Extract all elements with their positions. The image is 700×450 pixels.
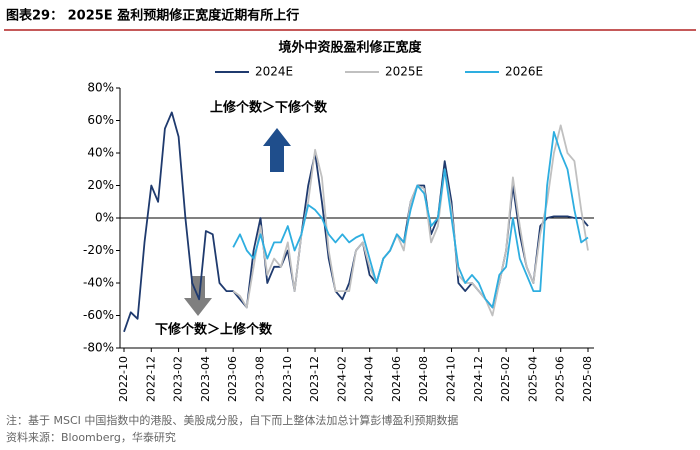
annotation: 上修个数＞下修个数 <box>210 100 328 116</box>
x-tick-label: 2025-04 <box>526 356 539 402</box>
up-arrow <box>263 128 291 172</box>
y-tick-label: 20% <box>87 178 114 192</box>
header-title: 图表29： 2025E 盈利预期修正宽度近期有所上行 <box>6 8 299 24</box>
legend-label: 2024E <box>255 65 293 79</box>
annotation: 下修个数＞上修个数 <box>155 322 273 338</box>
series-line <box>232 131 589 309</box>
x-tick-label: 2022-12 <box>144 356 157 402</box>
y-tick-label: 0% <box>95 211 114 225</box>
chart-title: 境外中资股盈利修正宽度 <box>278 40 422 56</box>
x-tick-label: 2023-08 <box>253 356 266 402</box>
x-tick-label: 2024-10 <box>445 356 458 402</box>
x-tick-label: 2023-12 <box>308 356 321 402</box>
y-tick-label: -60% <box>83 308 114 322</box>
legend-label: 2026E <box>505 65 543 79</box>
x-tick-label: 2022-10 <box>117 356 130 402</box>
x-tick-label: 2025-08 <box>581 356 594 402</box>
series-line <box>232 124 589 317</box>
x-tick-label: 2024-06 <box>390 356 403 402</box>
x-tick-label: 2024-02 <box>335 356 348 402</box>
x-tick-label: 2025-06 <box>554 356 567 402</box>
y-tick-label: 40% <box>87 146 114 160</box>
x-tick-label: 2024-08 <box>417 356 430 402</box>
y-tick-label: 60% <box>87 113 114 127</box>
y-tick-label: 80% <box>87 81 114 95</box>
x-tick-label: 2023-10 <box>281 356 294 402</box>
y-tick-label: -40% <box>83 276 114 290</box>
x-tick-label: 2023-04 <box>199 356 212 402</box>
y-tick-label: -80% <box>83 341 114 355</box>
footnote: 注：基于 MSCI 中国指数中的港股、美股成分股，自下而上整体法加总计算彭博盈利… <box>6 413 458 427</box>
x-tick-label: 2023-06 <box>226 356 239 402</box>
x-tick-label: 2025-02 <box>499 356 512 402</box>
y-tick-label: -20% <box>83 243 114 257</box>
x-tick-label: 2023-02 <box>172 356 185 402</box>
x-tick-label: 2024-12 <box>472 356 485 402</box>
source: 资料来源：Bloomberg，华泰研究 <box>6 430 176 444</box>
x-tick-label: 2024-04 <box>363 356 376 402</box>
legend-label: 2025E <box>385 65 423 79</box>
